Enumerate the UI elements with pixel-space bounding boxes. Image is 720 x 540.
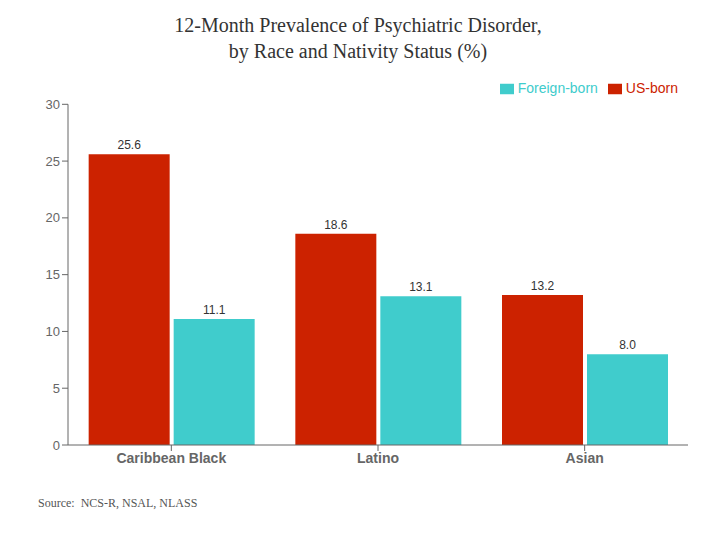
svg-text:5: 5 [53,381,60,396]
svg-text:Latino: Latino [357,450,399,466]
html-text:12-Month Prevalence of Psychia: 12-Month Prevalence of Psychiatric Disor… [174,14,542,36]
svg-text:Asian: Asian [566,450,604,466]
svg-text:25.6: 25.6 [117,138,141,152]
html-text:by Race and Nativity Status (%: by Race and Nativity Status (%) [228,40,488,62]
svg-text:18.6: 18.6 [324,218,348,232]
svg-text:13.2: 13.2 [531,279,555,293]
svg-text:15: 15 [46,267,60,282]
svg-text:30: 30 [46,97,60,112]
svg-text:11.1: 11.1 [203,303,226,317]
html-text:Source: NCS-R, NSAL, NLASS: Source: NCS-R, NSAL, NLASS [38,496,198,510]
svg-text:13.1: 13.1 [409,280,433,294]
svg-text:0: 0 [53,438,60,453]
svg-text:20: 20 [46,210,60,225]
svg-text:Caribbean Black: Caribbean Black [116,450,226,466]
svg-text:25: 25 [46,154,60,169]
svg-text:10: 10 [46,324,60,339]
html-text:US-born: US-born [625,80,678,96]
html-text:Foreign-born: Foreign-born [517,80,598,96]
svg-text:8.0: 8.0 [619,338,636,352]
